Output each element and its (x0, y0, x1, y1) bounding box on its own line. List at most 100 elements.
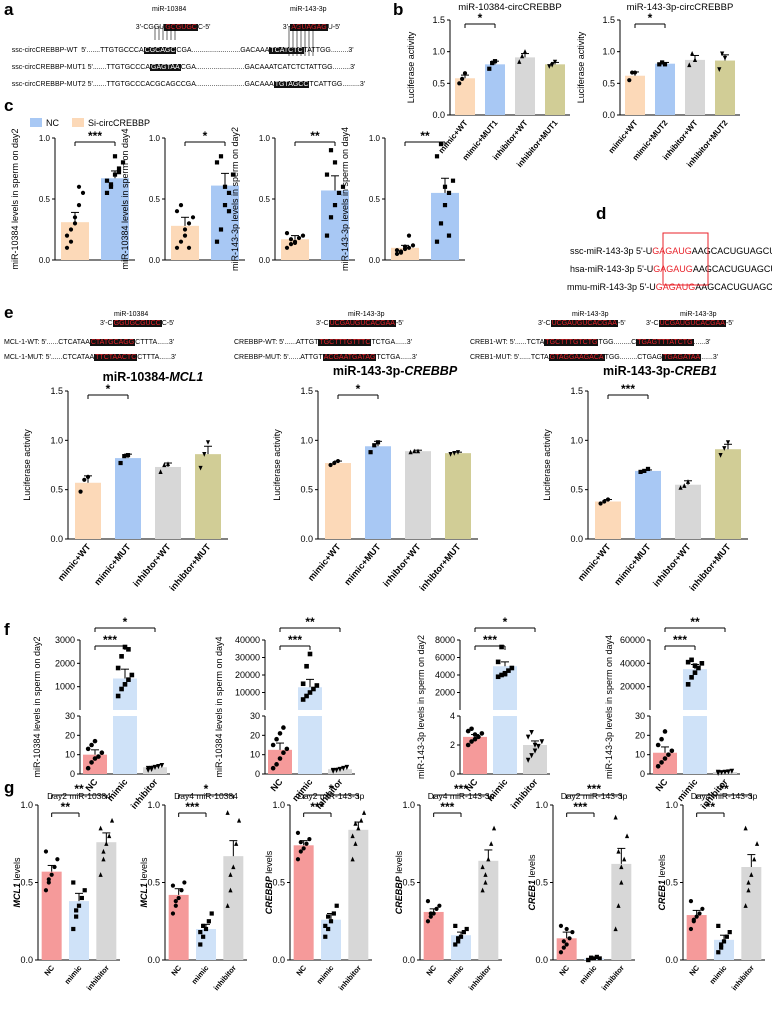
mir-suffix: -5' (725, 320, 734, 327)
data-point (561, 939, 566, 944)
data-point (108, 182, 114, 187)
data-point (558, 950, 564, 955)
data-point (685, 659, 691, 665)
data-point (108, 184, 114, 189)
y-tick-label: 0.5 (432, 78, 445, 88)
y-axis-label: miR-143-3p levels in sperm on day4 (340, 127, 350, 271)
data-point (469, 726, 474, 732)
y-tick-label: 30000 (235, 653, 260, 663)
data-point (119, 686, 124, 692)
category-label: NC (654, 776, 670, 793)
chart-title-text: Day2 miR-10384 (47, 791, 111, 801)
data-point (558, 923, 564, 929)
target-post: CTTTA......3' (135, 339, 175, 346)
data-point (129, 672, 135, 678)
bar (321, 919, 341, 960)
data-point (487, 66, 492, 71)
category-label: inhibtor+MUT (417, 541, 462, 592)
y-tick-label: 2000 (55, 658, 75, 668)
data-point (550, 62, 555, 68)
y-tick-label: 0.5 (259, 195, 271, 204)
data-point (43, 888, 49, 893)
significance-label: *** (673, 633, 687, 647)
y-axis-label: miR-10384 levels in sperm on day4 (120, 128, 130, 269)
category-label: mimic+MUT (92, 541, 133, 587)
data-point (314, 683, 320, 688)
data-point (694, 914, 699, 919)
row-name: ssc-circCREBBP-MUT1 (11, 64, 86, 71)
data-point (532, 748, 538, 754)
target-pre: 5'......ATTGT (279, 339, 319, 346)
data-point (76, 903, 82, 908)
bar-lower-segment (683, 716, 707, 774)
y-tick-label: 0.0 (149, 256, 161, 265)
data-point (490, 60, 495, 66)
y-tick-label: 0.5 (39, 195, 51, 204)
bar-lower-segment (113, 716, 137, 774)
bar (595, 501, 621, 539)
y-tick-label: 3000 (55, 635, 75, 645)
data-point (690, 50, 695, 56)
data-point (326, 926, 331, 932)
row-pre: 5'.......TTGTGCCCACGCAGCCGA.............… (87, 81, 274, 88)
chart-title: Day2 miR-10384 (47, 791, 111, 801)
y-axis-label-gene: MCL1 (12, 883, 22, 908)
bar (685, 59, 705, 115)
data-point (719, 770, 724, 776)
mir-seq-suffix: C-5' (197, 24, 211, 31)
y-tick-label: 1.0 (272, 800, 285, 810)
data-point (85, 474, 91, 479)
bar-lower-segment (493, 716, 517, 774)
target-box: CTATGCAGG (89, 339, 136, 346)
data-point (198, 930, 203, 935)
data-point (746, 887, 751, 893)
chart-legend: NC Si-circCREBBP (30, 118, 150, 128)
data-point (525, 757, 531, 763)
data-point (716, 950, 721, 955)
y-tick-label: 1.0 (300, 435, 313, 445)
mir-seq-prefix: 3'- (282, 24, 291, 31)
bar (715, 449, 741, 539)
y-axis-label-text: Luciferase activity (272, 429, 282, 501)
data-point (495, 659, 501, 665)
data-point (72, 215, 78, 220)
data-point (743, 903, 748, 908)
data-point (700, 906, 705, 911)
data-point (205, 440, 211, 445)
data-point (697, 911, 702, 916)
data-point (520, 53, 525, 59)
y-axis-label: miR-10384 levels in sperm on day4 (214, 636, 224, 777)
data-point (491, 825, 497, 831)
y-tick-label: 0.0 (20, 955, 33, 965)
chart-title-gene: CREBBP (404, 364, 457, 378)
data-point (438, 221, 444, 226)
mir-prefix: 3'-C (538, 320, 551, 327)
data-point (301, 846, 306, 851)
data-point (277, 756, 283, 761)
y-axis-label-text: levels (12, 857, 22, 883)
row-box: TCATCTC (269, 47, 304, 54)
target-mut: CREBBP-MUT: 5'......ATTGTACGAATGATAGTCTG… (234, 354, 417, 361)
bar (115, 458, 141, 539)
target-pre: 5'......CTCATAA (45, 354, 95, 361)
data-point (341, 765, 346, 771)
y-axis-label-text: miR-143-3p levels in sperm on day4 (604, 635, 614, 779)
chart-title-text: miR-10384-circCREBBP (458, 2, 561, 13)
data-point (499, 672, 504, 678)
panel-letter-g: g (4, 778, 15, 797)
y-axis-label: Luciferase activity (576, 31, 586, 103)
data-point (190, 215, 196, 220)
data-point (489, 841, 494, 846)
data-point (361, 810, 367, 815)
bar (686, 915, 707, 960)
y-axis-label: MCL1 levels (12, 857, 22, 908)
mir-seed-box: GCGUGC (164, 24, 198, 31)
seq-prefix: 5'-U (639, 282, 656, 292)
row-post: TCATTGG.........3' (309, 81, 366, 88)
category-label: inhibitor (730, 963, 756, 992)
bar (423, 911, 444, 960)
species-name: mmu-miR-143-3p (567, 282, 638, 292)
mir-seed-box: UCGAUGUCACGAA (658, 320, 726, 327)
mir-seq-suffix: U-5' (327, 24, 341, 31)
